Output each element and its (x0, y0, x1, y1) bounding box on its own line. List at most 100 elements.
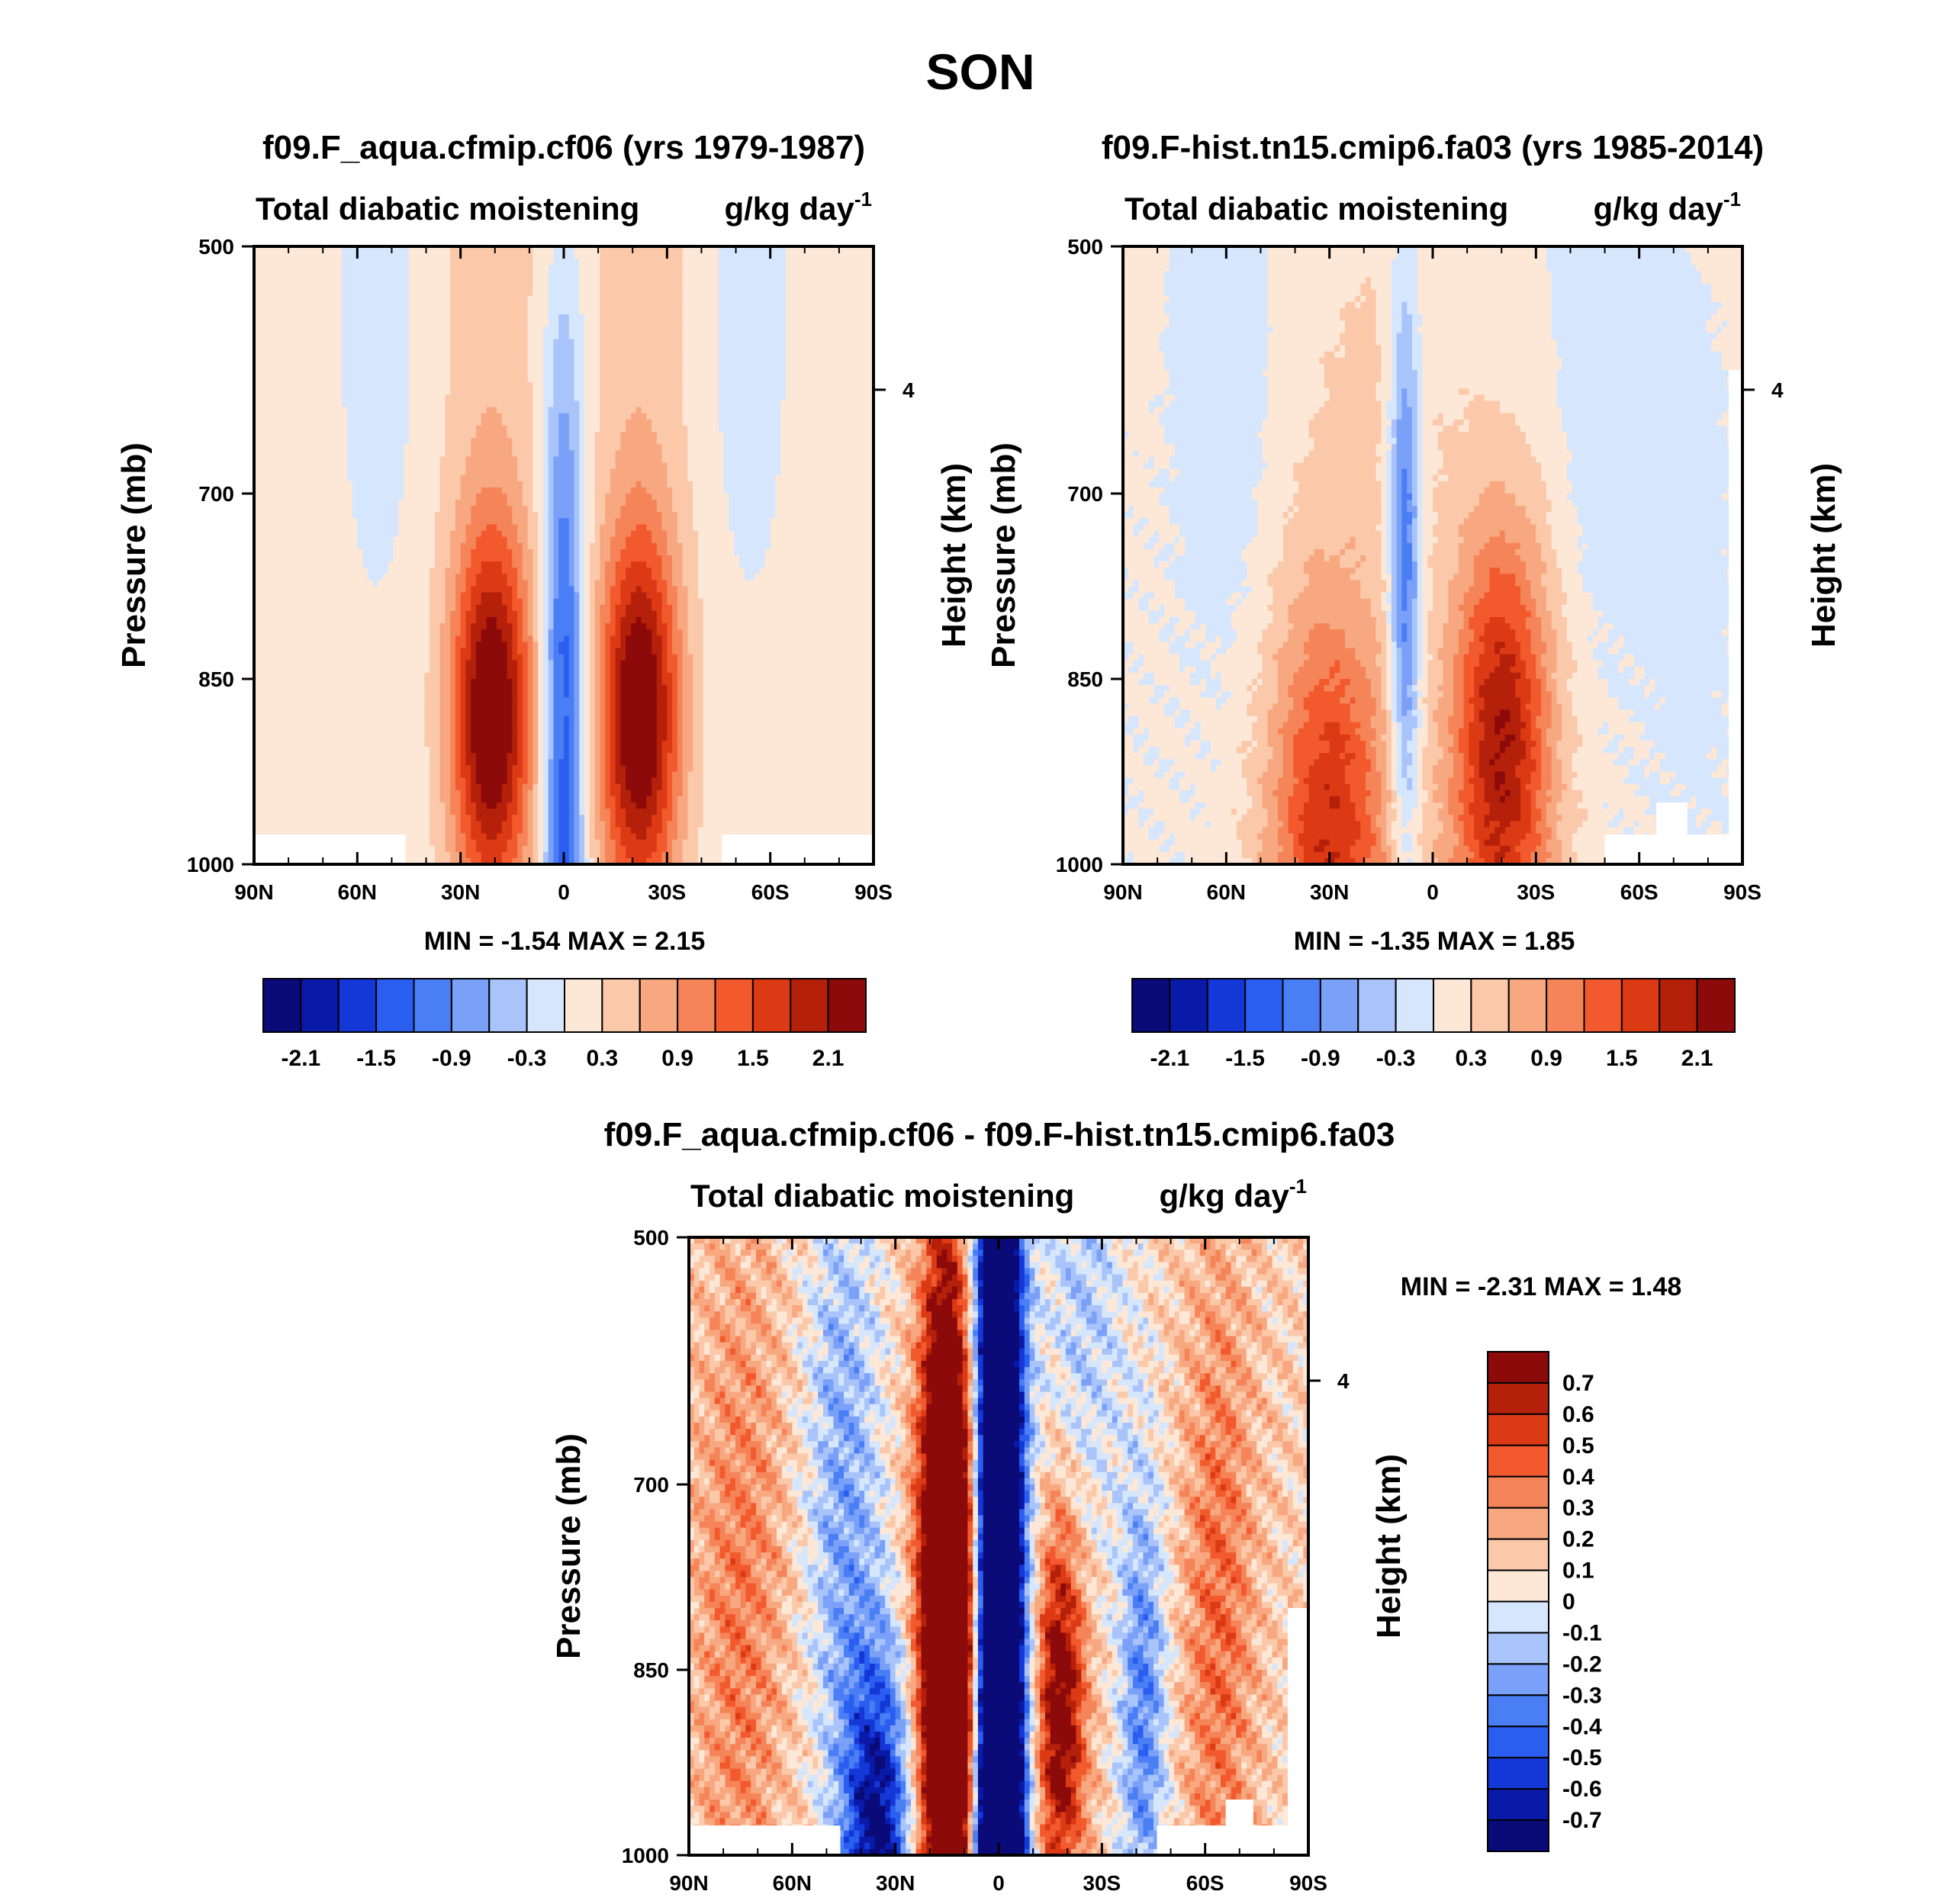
field-cell (404, 259, 410, 265)
field-cell (822, 444, 828, 451)
field-cell (641, 265, 647, 272)
field-cell (305, 295, 312, 303)
field-cell (703, 376, 709, 383)
field-cell (517, 370, 523, 377)
field-cell (388, 450, 394, 457)
field-cell (652, 271, 658, 278)
field-cell (630, 468, 637, 476)
field-cell (626, 494, 632, 500)
field-cell (316, 487, 322, 494)
field-cell (383, 246, 389, 253)
field-cell (300, 450, 307, 457)
field-cell (579, 438, 585, 445)
field-cell (316, 413, 322, 420)
field-cell (326, 500, 333, 507)
field-cell (460, 271, 467, 278)
field-cell (615, 295, 622, 303)
field-cell (652, 474, 658, 482)
field-cell (837, 370, 843, 377)
field-cell (719, 295, 725, 303)
field-cell (398, 314, 404, 321)
field-cell (656, 326, 663, 333)
field-cell (708, 444, 714, 451)
field-cell (734, 265, 740, 272)
field-cell (661, 252, 668, 259)
field-cell (652, 252, 658, 259)
field-cell (517, 265, 523, 272)
field-cell (538, 419, 544, 426)
field-cell (842, 376, 848, 383)
field-cell (708, 326, 714, 333)
field-cell (326, 277, 333, 285)
field-cell (471, 314, 477, 321)
field-cell (409, 326, 415, 333)
field-cell (626, 425, 632, 433)
field-cell (641, 413, 647, 420)
field-cell (290, 494, 296, 500)
field-cell (445, 376, 451, 383)
field-cell (723, 277, 730, 285)
field-cell (455, 246, 462, 253)
field-cell (610, 308, 616, 315)
field-cell (719, 345, 725, 352)
field-cell (409, 246, 415, 253)
field-cell (331, 400, 337, 408)
field-cell (532, 444, 539, 451)
field-cell (254, 283, 260, 291)
field-cell (269, 500, 275, 507)
field-cell (868, 252, 874, 259)
field-cell (610, 252, 616, 259)
field-cell (811, 271, 818, 278)
field-cell (729, 259, 735, 265)
field-cell (610, 320, 616, 327)
field-cell (641, 363, 647, 371)
field-cell (857, 351, 864, 359)
field-cell (285, 265, 291, 272)
field-cell (775, 376, 781, 383)
field-cell (430, 252, 436, 259)
field-cell (832, 277, 838, 285)
field-cell (729, 394, 735, 402)
field-cell (842, 444, 848, 451)
field-cell (259, 407, 265, 414)
field-cell (393, 252, 400, 259)
field-cell (320, 438, 327, 445)
field-cell (532, 432, 539, 439)
field-cell (605, 351, 611, 359)
field-cell (790, 308, 797, 315)
field-cell (501, 333, 508, 340)
field-cell (450, 444, 456, 451)
field-cell (471, 438, 477, 445)
field-cell (708, 468, 714, 476)
field-cell (868, 314, 874, 321)
field-cell (393, 407, 400, 414)
field-cell (424, 438, 430, 445)
field-cell (744, 333, 751, 340)
field-cell (542, 357, 549, 365)
field-cell (589, 326, 596, 333)
field-cell (430, 468, 436, 476)
field-cell (553, 388, 559, 395)
field-cell (538, 277, 544, 285)
field-cell (465, 326, 471, 333)
field-cell (770, 394, 777, 402)
field-cell (372, 500, 378, 507)
field-cell (460, 382, 467, 389)
field-cell (378, 277, 384, 285)
field-cell (383, 481, 389, 488)
field-cell (481, 425, 487, 433)
field-cell (775, 252, 781, 259)
field-cell (827, 370, 833, 377)
field-cell (517, 363, 523, 371)
field-cell (362, 382, 368, 389)
field-cell (682, 413, 688, 420)
field-cell (656, 494, 663, 500)
field-cell (409, 339, 415, 346)
field-cell (713, 370, 719, 377)
field-cell (677, 277, 684, 285)
field-cell (378, 413, 384, 420)
field-cell (279, 462, 286, 470)
field-cell (434, 363, 441, 371)
field-cell (852, 468, 859, 476)
field-cell (512, 400, 518, 408)
